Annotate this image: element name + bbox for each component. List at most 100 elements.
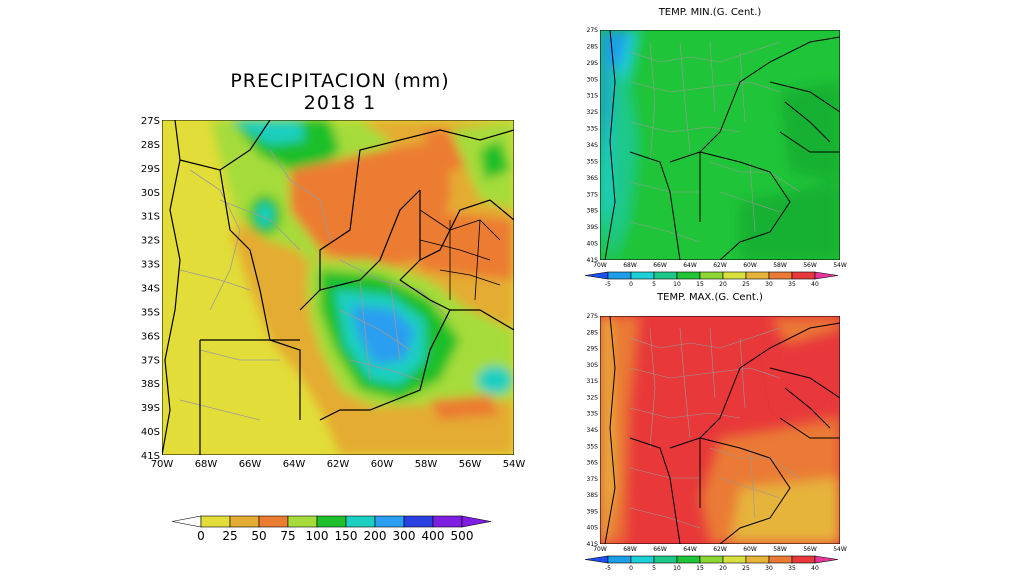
colorbar-label: 150	[335, 529, 358, 543]
lat-tick-label: 30S	[141, 188, 160, 199]
colorbar-segment	[653, 271, 678, 280]
lat-tick-label: 36S	[141, 331, 160, 342]
lat-tick-label: 32S	[587, 394, 599, 401]
lat-tick-label: 34S	[141, 284, 160, 295]
colorbar-label: -5	[605, 281, 611, 288]
colorbar-label: 25	[742, 565, 750, 572]
lat-tick-label: 37S	[587, 191, 599, 198]
lat-tick-label: 29S	[587, 60, 599, 67]
lat-tick-label: 35S	[587, 443, 599, 450]
colorbar-label: -5	[605, 565, 611, 572]
colorbar-segment	[403, 515, 434, 528]
lat-tick-label: 39S	[141, 403, 160, 414]
lon-tick-label: 62W	[713, 262, 727, 269]
colorbar-label: 35	[788, 565, 796, 572]
lat-tick-label: 34S	[587, 142, 599, 149]
lon-tick-label: 70W	[593, 262, 607, 269]
lat-tick-label: 32S	[141, 236, 160, 247]
lon-tick-label: 70W	[593, 546, 607, 553]
lat-tick-label: 28S	[141, 140, 160, 151]
colorbar-label: 40	[811, 281, 819, 288]
colorbar-label: 100	[306, 529, 329, 543]
colorbar-segment	[722, 555, 747, 564]
colorbar-label: 25	[222, 529, 237, 543]
lon-tick-label: 56W	[459, 459, 482, 470]
colorbar-label: 35	[788, 281, 796, 288]
lon-tick-label: 60W	[371, 459, 394, 470]
colorbar-end-low	[584, 271, 609, 280]
colorbar-label: 10	[673, 281, 681, 288]
lon-tick-label: 56W	[803, 546, 817, 553]
lon-tick-label: 64W	[683, 262, 697, 269]
colorbar-segment	[287, 515, 318, 528]
colorbar-end-high	[461, 515, 492, 528]
tmin-map: 27S 28S 29S 30S 31S 32S 33S 34S 35S 36S 37S 38S 39S 4…	[587, 27, 847, 269]
colorbar-label: 15	[696, 281, 704, 288]
lat-tick-label: 33S	[587, 411, 599, 418]
lat-tick-label: 36S	[587, 460, 599, 467]
lat-tick-label: 40S	[587, 525, 599, 532]
lat-tick-label: 38S	[141, 379, 160, 390]
lon-tick-label: 64W	[283, 459, 306, 470]
colorbar-segment	[432, 515, 463, 528]
colorbar-label: 0	[629, 565, 633, 572]
colorbar-segment	[699, 271, 724, 280]
colorbar-label: 75	[280, 529, 295, 543]
colorbar-end-low	[171, 515, 202, 528]
lat-tick-label: 27S	[141, 116, 160, 127]
lon-tick-label: 68W	[195, 459, 218, 470]
lat-tick-label: 32S	[587, 109, 599, 116]
colorbar-segment	[676, 555, 701, 564]
colorbar-segment	[630, 271, 655, 280]
lat-tick-label: 41S	[587, 257, 599, 264]
lat-tick-label: 27S	[587, 313, 599, 320]
lon-tick-label: 60W	[743, 262, 757, 269]
precip-map: 27S 28S 29S 30S 31S 32S 33S 34S 35S 36S 37S 38S 39S 4…	[141, 116, 526, 470]
colorbar-label: 30	[765, 565, 773, 572]
colorbar-segment	[607, 271, 632, 280]
lon-tick-label: 68W	[623, 262, 637, 269]
lat-tick-label: 39S	[587, 508, 599, 515]
lat-tick-label: 36S	[587, 175, 599, 182]
lon-tick-label: 54W	[833, 262, 847, 269]
colorbar-end-low	[584, 555, 609, 564]
precip-map-title: PRECIPITACION (mm)	[230, 70, 450, 92]
lat-tick-label: 38S	[587, 208, 599, 215]
colorbar-segment	[229, 515, 260, 528]
colorbar-segment	[745, 555, 770, 564]
colorbar-label: 400	[422, 529, 445, 543]
precip-map-date: 2018 1	[303, 92, 377, 114]
colorbar-segment	[768, 555, 793, 564]
lon-tick-label: 56W	[803, 262, 817, 269]
lat-tick-label: 33S	[141, 260, 160, 271]
lon-tick-label: 62W	[713, 546, 727, 553]
lon-tick-label: 60W	[743, 546, 757, 553]
lat-tick-label: 31S	[587, 93, 599, 100]
lat-tick-label: 28S	[587, 43, 599, 50]
colorbar-segment	[722, 271, 747, 280]
lon-tick-label: 54W	[503, 459, 526, 470]
lon-tick-label: 66W	[653, 262, 667, 269]
lat-tick-label: 40S	[587, 241, 599, 248]
colorbar-label: 20	[719, 565, 727, 572]
colorbar-segment	[200, 515, 231, 528]
lat-tick-label: 29S	[587, 346, 599, 353]
colorbar-segment	[791, 555, 816, 564]
lon-tick-label: 66W	[653, 546, 667, 553]
colorbar-label: 15	[696, 565, 704, 572]
lon-tick-label: 58W	[415, 459, 438, 470]
lat-tick-label: 40S	[141, 427, 160, 438]
lat-tick-label: 37S	[587, 476, 599, 483]
colorbar-label: 200	[364, 529, 387, 543]
colorbar-label: 10	[673, 565, 681, 572]
lat-tick-label: 29S	[141, 164, 160, 175]
colorbar-label: 500	[451, 529, 474, 543]
tmax-colorbar: -5 0 5 10 15 20 25 30 35 40	[584, 555, 839, 572]
lon-tick-label: 54W	[833, 546, 847, 553]
tmin-map-title: TEMP. MIN.(G. Cent.)	[658, 7, 762, 18]
colorbar-label: 25	[742, 281, 750, 288]
colorbar-label: 20	[719, 281, 727, 288]
tmax-map-title: TEMP. MAX.(G. Cent.)	[657, 292, 763, 303]
colorbar-segment	[745, 271, 770, 280]
colorbar-label: 40	[811, 565, 819, 572]
